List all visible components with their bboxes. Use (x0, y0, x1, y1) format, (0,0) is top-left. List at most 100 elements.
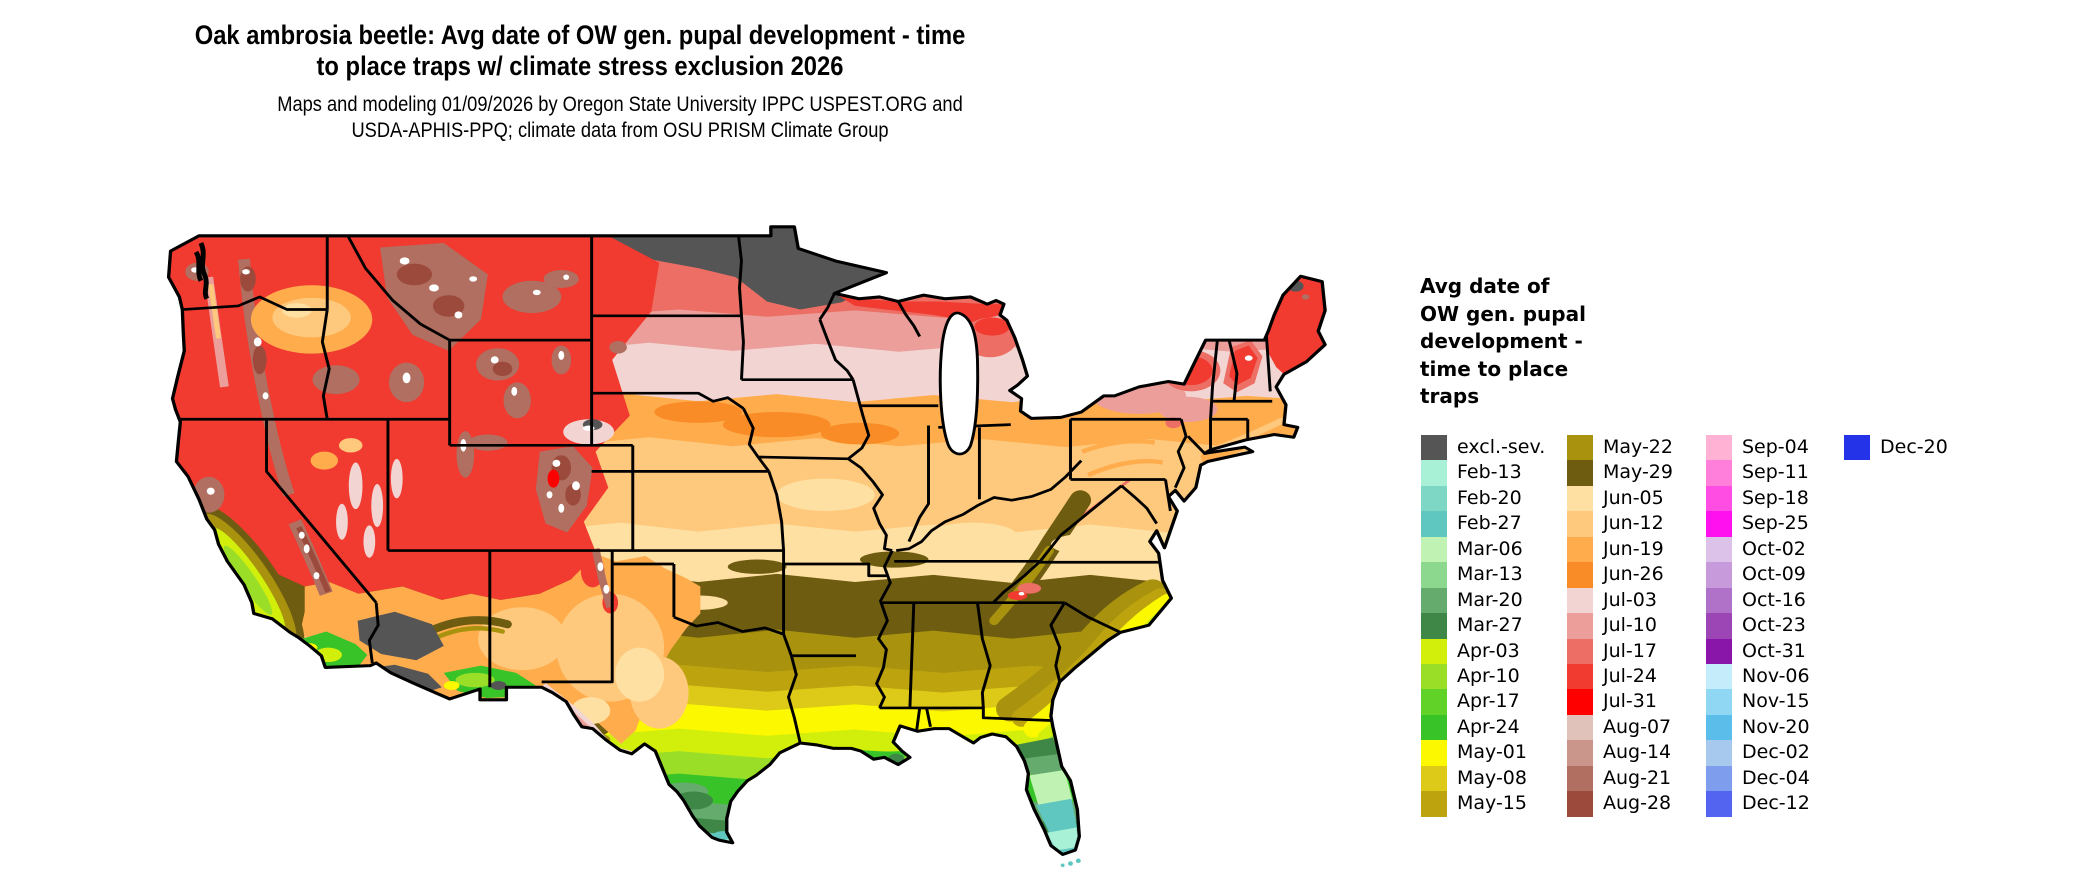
band-apr03 (168, 726, 1326, 855)
legend-swatch (1567, 511, 1593, 537)
legend-item: Jul-24 (1567, 663, 1673, 690)
legend-item: Jun-05 (1567, 485, 1673, 512)
legend-swatch (1567, 791, 1593, 817)
legend-item: Jun-19 (1567, 536, 1673, 563)
legend-swatch (1421, 689, 1447, 715)
legend-item-label: Apr-10 (1457, 664, 1520, 687)
legend-column-2: May-22 May-29 Jun-05 Jun-12 Jun-19 Jun-26 Jul-… (1567, 435, 1673, 817)
legend-swatch (1421, 435, 1447, 461)
legend-swatch (1567, 435, 1593, 461)
legend-item: Sep-18 (1706, 485, 1810, 512)
legend-item: Mar-27 (1421, 613, 1545, 639)
legend-swatch (1706, 765, 1732, 792)
legend-item-label: Oct-31 (1742, 639, 1806, 662)
legend-swatch (1706, 740, 1732, 766)
legend-item: May-01 (1421, 740, 1545, 766)
legend-swatch (1706, 562, 1732, 588)
legend-swatch (1706, 511, 1732, 537)
band-mar27 (168, 814, 1326, 855)
legend-item-label: May-15 (1457, 792, 1527, 815)
legend-swatch (1421, 562, 1447, 588)
legend-item-label: Jul-31 (1603, 690, 1657, 713)
legend-item: Jul-31 (1567, 689, 1673, 715)
legend-item-label: Sep-25 (1742, 512, 1809, 535)
map-container (150, 225, 1330, 868)
snow-speckles (191, 257, 610, 594)
legend-item-label: Oct-16 (1742, 588, 1806, 611)
legend-swatch (1567, 587, 1593, 614)
legend-item: Dec-12 (1706, 791, 1810, 817)
legend-item: May-15 (1421, 791, 1545, 817)
legend-item-label: Jun-05 (1603, 486, 1664, 509)
legend-item: Apr-17 (1421, 689, 1545, 715)
legend-item: Feb-13 (1421, 460, 1545, 486)
band-mar20 (168, 798, 1326, 855)
legend-item-label: Feb-27 (1457, 512, 1522, 535)
legend-item: Oct-02 (1706, 536, 1810, 563)
legend-item: Jun-12 (1567, 511, 1673, 537)
legend-item-label: Dec-02 (1742, 741, 1810, 764)
legend-item-label: Feb-13 (1457, 461, 1522, 484)
page-subtitle: Maps and modeling 01/09/2026 by Oregon S… (277, 93, 963, 142)
legend-swatch (1421, 663, 1447, 690)
legend-item: Nov-15 (1706, 689, 1810, 715)
legend-swatch (1421, 714, 1447, 741)
puget-sound (193, 242, 210, 300)
legend-item: May-22 (1567, 435, 1673, 461)
legend-item: Dec-20 (1844, 435, 1948, 461)
lake-michigan (938, 311, 980, 456)
legend-item: Jul-10 (1567, 613, 1673, 639)
legend-item: Mar-13 (1421, 562, 1545, 588)
legend-item: Sep-25 (1706, 511, 1810, 537)
legend-item-label: Sep-04 (1742, 436, 1809, 458)
legend-swatch (1567, 613, 1593, 639)
band-apr10 (168, 749, 1326, 855)
band-apr24 (168, 771, 1326, 855)
legend-swatch (1706, 536, 1732, 563)
legend-swatch (1421, 765, 1447, 792)
legend-item-label: Nov-06 (1742, 664, 1810, 687)
legend-item-label: Jul-10 (1603, 614, 1657, 637)
legend-item-label: May-22 (1603, 436, 1673, 458)
legend-item: Oct-23 (1706, 613, 1810, 639)
legend-item-label: Mar-20 (1457, 588, 1523, 611)
legend-item-label: Dec-04 (1742, 766, 1810, 789)
legend-swatch (1567, 714, 1593, 741)
legend-item-label: Aug-28 (1603, 792, 1672, 815)
legend-title: Avg date of OW gen. pupal development - … (1420, 274, 1586, 408)
page-title: Oak ambrosia beetle: Avg date of OW gen.… (194, 20, 966, 81)
band-feb27 (168, 828, 1326, 855)
legend-item-label: May-01 (1457, 741, 1527, 764)
legend-item-label: Nov-20 (1742, 715, 1810, 738)
legend-item-label: Jul-03 (1603, 588, 1657, 611)
legend-item: Mar-06 (1421, 536, 1545, 563)
legend-item-label: Aug-14 (1603, 741, 1672, 764)
legend-item: Jul-17 (1567, 638, 1673, 664)
legend-item: Aug-07 (1567, 714, 1673, 741)
legend-swatch (1567, 740, 1593, 766)
legend-item-label: Mar-27 (1457, 614, 1523, 637)
legend-swatch (1421, 791, 1447, 817)
legend-swatch (1706, 638, 1732, 664)
legend-item-label: Aug-21 (1603, 766, 1672, 789)
legend-item: Nov-20 (1706, 714, 1810, 741)
legend-item-label: Apr-24 (1457, 715, 1520, 738)
legend-swatch (1421, 638, 1447, 664)
legend-item-label: Jun-19 (1603, 537, 1664, 560)
legend-item: Oct-31 (1706, 638, 1810, 664)
legend-item: Feb-20 (1421, 485, 1545, 512)
legend-swatch (1421, 485, 1447, 512)
legend-swatch (1567, 562, 1593, 588)
legend-item-label: May-29 (1603, 461, 1673, 484)
legend-item: Aug-14 (1567, 740, 1673, 766)
legend-swatch (1421, 511, 1447, 537)
legend-item: Nov-06 (1706, 663, 1810, 690)
legend-swatch (1706, 791, 1732, 817)
legend-item-label: excl.-sev. (1457, 436, 1546, 458)
legend-item-label: Oct-23 (1742, 614, 1806, 637)
legend-item-label: May-08 (1457, 766, 1527, 789)
legend-swatch (1421, 587, 1447, 614)
legend-swatch (1421, 613, 1447, 639)
legend-swatch (1421, 460, 1447, 486)
